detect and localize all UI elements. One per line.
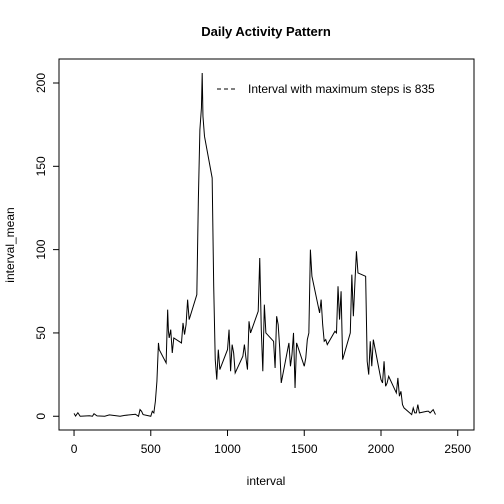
x-axis-label: interval <box>247 474 286 488</box>
chart-title: Daily Activity Pattern <box>201 24 331 39</box>
y-tick-label: 0 <box>34 413 48 420</box>
x-tick-label: 500 <box>141 442 161 456</box>
x-tick-label: 2000 <box>368 442 395 456</box>
series-line <box>73 72 436 418</box>
x-tick-label: 2500 <box>444 442 471 456</box>
x-tick-label: 0 <box>71 442 78 456</box>
x-tick-label: 1000 <box>214 442 241 456</box>
plot-box <box>58 58 475 431</box>
y-tick-label: 200 <box>34 73 48 93</box>
x-tick-label: 1500 <box>291 442 318 456</box>
y-tick-label: 150 <box>34 156 48 176</box>
y-tick-label: 100 <box>34 239 48 259</box>
legend-label: Interval with maximum steps is 835 <box>248 82 435 96</box>
y-tick-label: 50 <box>34 326 48 340</box>
y-axis-label: interval_mean <box>3 207 17 282</box>
